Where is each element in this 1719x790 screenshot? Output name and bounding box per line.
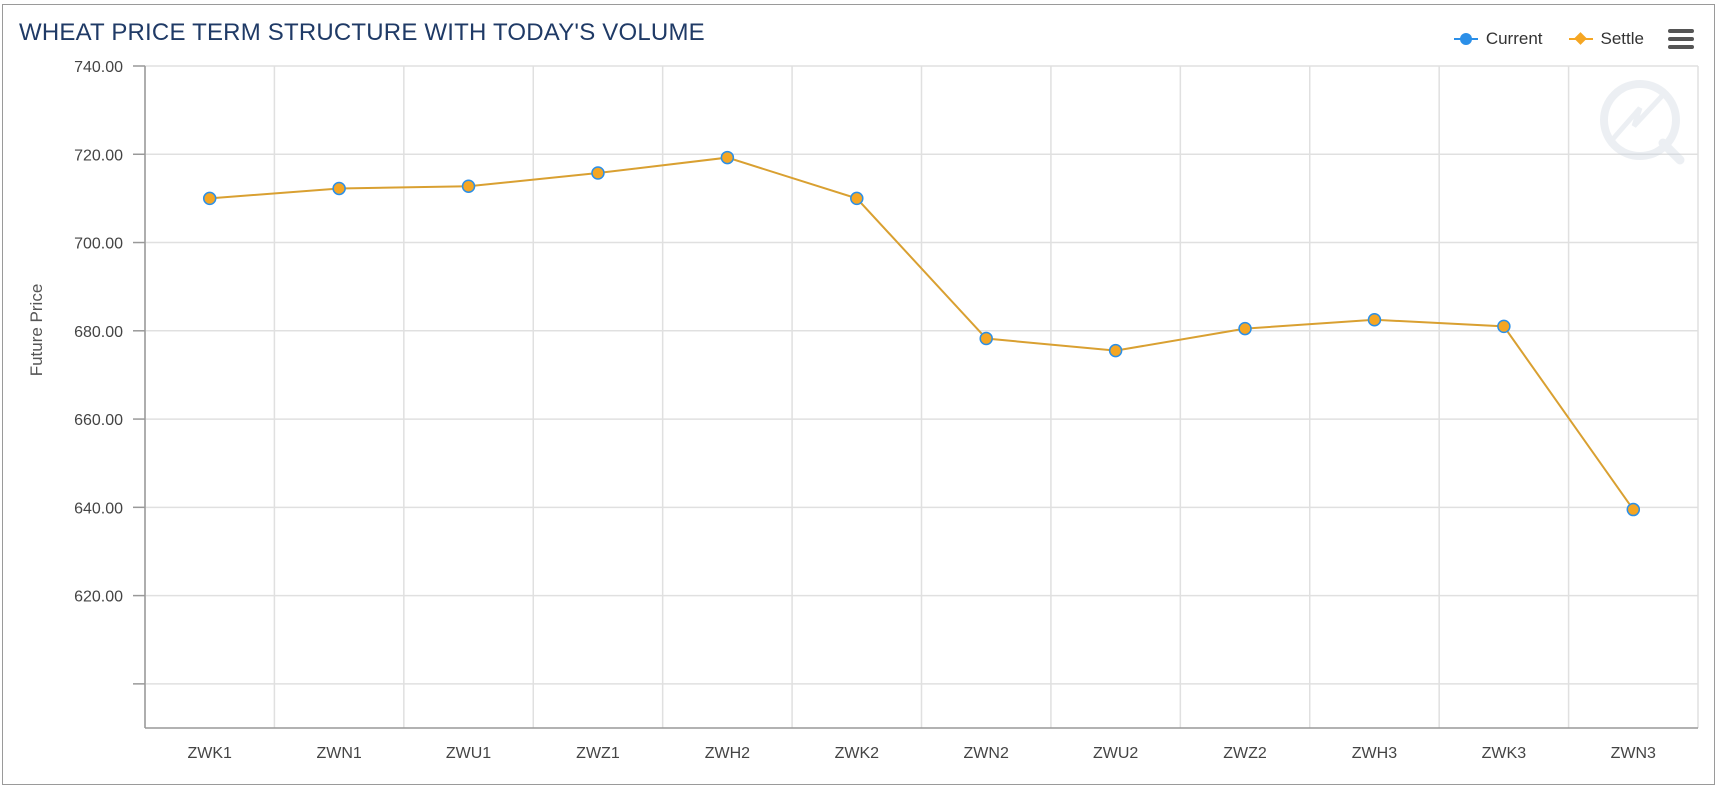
legend-label-settle: Settle	[1600, 29, 1644, 48]
chart-title: WHEAT PRICE TERM STRUCTURE WITH TODAY'S …	[19, 19, 705, 46]
data-point[interactable]	[1367, 313, 1382, 327]
data-point[interactable]	[591, 166, 605, 180]
series-line-settle	[209, 156, 1635, 511]
y-tick-label: 700.00	[74, 236, 123, 253]
data-point[interactable]	[1626, 502, 1641, 517]
y-tick-label: 740.00	[74, 59, 123, 76]
x-tick-label: ZWK3	[1482, 745, 1527, 762]
x-tick-label: ZWK2	[835, 745, 880, 762]
legend-current-marker-icon	[1453, 33, 1478, 45]
data-point[interactable]	[461, 179, 476, 194]
axes	[133, 65, 1698, 729]
x-tick-label: ZWH2	[705, 745, 750, 762]
x-tick-label: ZWZ2	[1223, 745, 1267, 762]
x-tick-label: ZWU2	[1093, 745, 1138, 762]
x-axis-tick-labels: ZWK1 ZWN1 ZWU1 ZWZ1 ZWH2 ZWK2 ZWN2 ZWU2 ZWZ2 ZWH3…	[187, 745, 1656, 762]
y-tick-label: 640.00	[74, 500, 123, 517]
y-tick-label: 680.00	[74, 324, 123, 341]
data-point[interactable]	[1238, 321, 1252, 336]
legend-item-current[interactable]: Current	[1453, 29, 1543, 49]
y-tick-label: 620.00	[74, 589, 123, 606]
data-point[interactable]	[720, 150, 735, 165]
x-tick-label: ZWH3	[1352, 745, 1397, 762]
y-tick-label: 720.00	[74, 147, 123, 164]
data-point[interactable]	[1497, 319, 1511, 334]
y-axis-title: Future Price	[27, 284, 46, 377]
chart-container: WHEAT PRICE TERM STRUCTURE WITH TODAY'S …	[2, 4, 1715, 785]
data-point[interactable]	[1108, 343, 1123, 358]
legend-label-current: Current	[1485, 29, 1543, 48]
x-tick-label: ZWZ1	[576, 745, 620, 762]
x-tick-label: ZWU1	[446, 745, 491, 762]
data-point[interactable]	[202, 191, 217, 206]
y-tick-label: 660.00	[74, 412, 123, 429]
data-point[interactable]	[332, 181, 346, 196]
x-tick-label: ZWN3	[1611, 745, 1656, 762]
x-tick-label: ZWN2	[964, 745, 1009, 762]
series-layer	[202, 150, 1641, 517]
y-axis-tick-labels: 620.00 640.00 660.00 680.00 700.00 720.00 740.…	[74, 59, 123, 606]
x-tick-label: ZWK1	[187, 745, 232, 762]
hamburger-menu-icon[interactable]	[1668, 29, 1696, 53]
legend-item-settle[interactable]: Settle	[1568, 29, 1644, 49]
x-tick-label: ZWN1	[316, 745, 361, 762]
legend-settle-marker-icon	[1568, 32, 1593, 45]
data-point[interactable]	[850, 191, 864, 206]
logo-watermark-icon	[1600, 80, 1685, 165]
data-point[interactable]	[979, 331, 993, 346]
chart-legend: Current Settle	[1453, 29, 1644, 49]
grid-lines	[144, 65, 1699, 728]
